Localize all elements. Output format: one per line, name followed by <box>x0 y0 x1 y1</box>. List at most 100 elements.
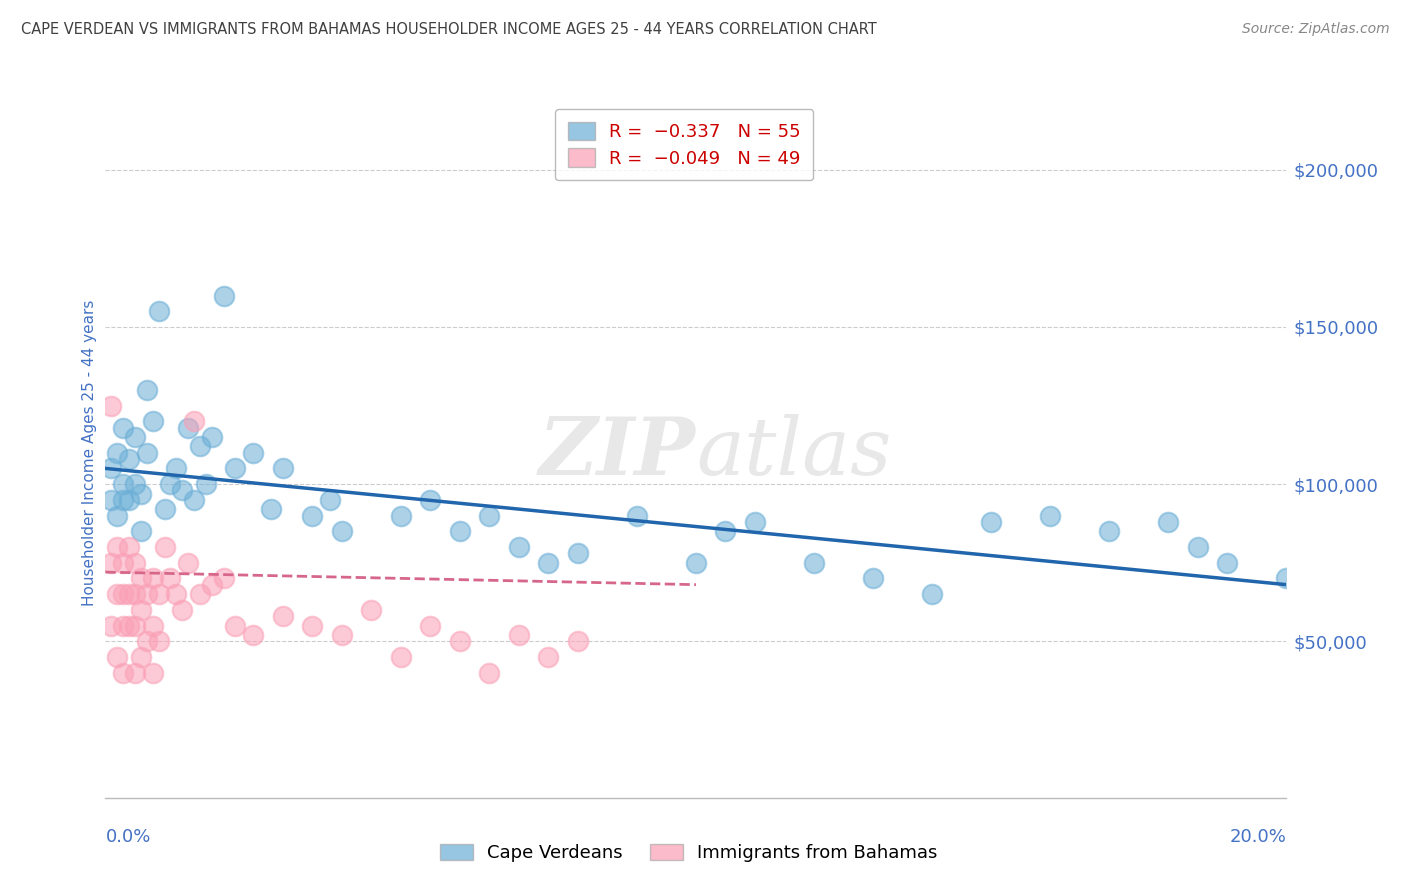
Point <box>135 445 157 460</box>
Point <box>124 556 146 570</box>
Point <box>148 304 170 318</box>
Point <box>921 587 943 601</box>
Point <box>112 556 135 570</box>
Point <box>118 540 141 554</box>
Point <box>271 461 294 475</box>
Point <box>188 587 211 601</box>
Point <box>271 609 294 624</box>
Point <box>172 603 194 617</box>
Point <box>142 665 165 680</box>
Point <box>301 508 323 523</box>
Point <box>100 618 122 632</box>
Point <box>142 618 165 632</box>
Point <box>105 649 128 664</box>
Point <box>112 587 135 601</box>
Point <box>159 477 181 491</box>
Point <box>1098 524 1121 539</box>
Point <box>201 577 224 591</box>
Point <box>159 571 181 585</box>
Point <box>105 540 128 554</box>
Point <box>862 571 884 585</box>
Point <box>124 430 146 444</box>
Point <box>153 540 176 554</box>
Point <box>100 461 122 475</box>
Point <box>183 492 205 507</box>
Point <box>142 414 165 428</box>
Point <box>1275 571 1298 585</box>
Point <box>112 618 135 632</box>
Text: atlas: atlas <box>696 414 891 491</box>
Point <box>449 634 471 648</box>
Point <box>124 587 146 601</box>
Point <box>537 556 560 570</box>
Point <box>980 515 1002 529</box>
Point <box>330 628 353 642</box>
Point <box>129 649 152 664</box>
Point <box>1187 540 1209 554</box>
Point <box>165 461 187 475</box>
Point <box>449 524 471 539</box>
Point <box>112 477 135 491</box>
Point <box>129 486 152 500</box>
Point <box>360 603 382 617</box>
Point <box>177 556 200 570</box>
Y-axis label: Householder Income Ages 25 - 44 years: Householder Income Ages 25 - 44 years <box>82 300 97 606</box>
Point <box>105 508 128 523</box>
Point <box>389 508 412 523</box>
Point <box>419 492 441 507</box>
Point <box>153 502 176 516</box>
Point <box>194 477 217 491</box>
Point <box>135 383 157 397</box>
Point <box>124 618 146 632</box>
Point <box>118 618 141 632</box>
Point <box>330 524 353 539</box>
Point <box>129 524 152 539</box>
Point <box>165 587 187 601</box>
Point <box>744 515 766 529</box>
Point <box>389 649 412 664</box>
Point <box>301 618 323 632</box>
Point <box>118 492 141 507</box>
Legend: R =  −0.337   N = 55, R =  −0.049   N = 49: R = −0.337 N = 55, R = −0.049 N = 49 <box>555 109 814 180</box>
Point <box>803 556 825 570</box>
Point <box>172 483 194 498</box>
Point <box>567 546 589 560</box>
Point <box>212 571 235 585</box>
Text: 0.0%: 0.0% <box>105 828 150 846</box>
Point <box>478 508 501 523</box>
Point <box>188 439 211 453</box>
Point <box>714 524 737 539</box>
Point <box>112 492 135 507</box>
Point <box>1216 556 1239 570</box>
Text: 20.0%: 20.0% <box>1230 828 1286 846</box>
Point <box>112 420 135 434</box>
Point <box>129 571 152 585</box>
Point <box>100 399 122 413</box>
Point <box>319 492 342 507</box>
Text: ZIP: ZIP <box>538 414 696 491</box>
Point <box>224 461 246 475</box>
Point <box>478 665 501 680</box>
Point <box>105 587 128 601</box>
Point <box>118 452 141 467</box>
Point <box>1039 508 1062 523</box>
Point <box>124 477 146 491</box>
Point <box>419 618 441 632</box>
Point <box>100 492 122 507</box>
Point <box>148 587 170 601</box>
Point <box>129 603 152 617</box>
Point <box>105 445 128 460</box>
Point <box>148 634 170 648</box>
Point <box>118 587 141 601</box>
Point <box>224 618 246 632</box>
Point <box>242 628 264 642</box>
Point <box>626 508 648 523</box>
Point <box>1157 515 1180 529</box>
Point <box>135 587 157 601</box>
Point <box>142 571 165 585</box>
Point <box>177 420 200 434</box>
Point <box>242 445 264 460</box>
Point <box>183 414 205 428</box>
Point <box>135 634 157 648</box>
Legend: Cape Verdeans, Immigrants from Bahamas: Cape Verdeans, Immigrants from Bahamas <box>433 837 945 870</box>
